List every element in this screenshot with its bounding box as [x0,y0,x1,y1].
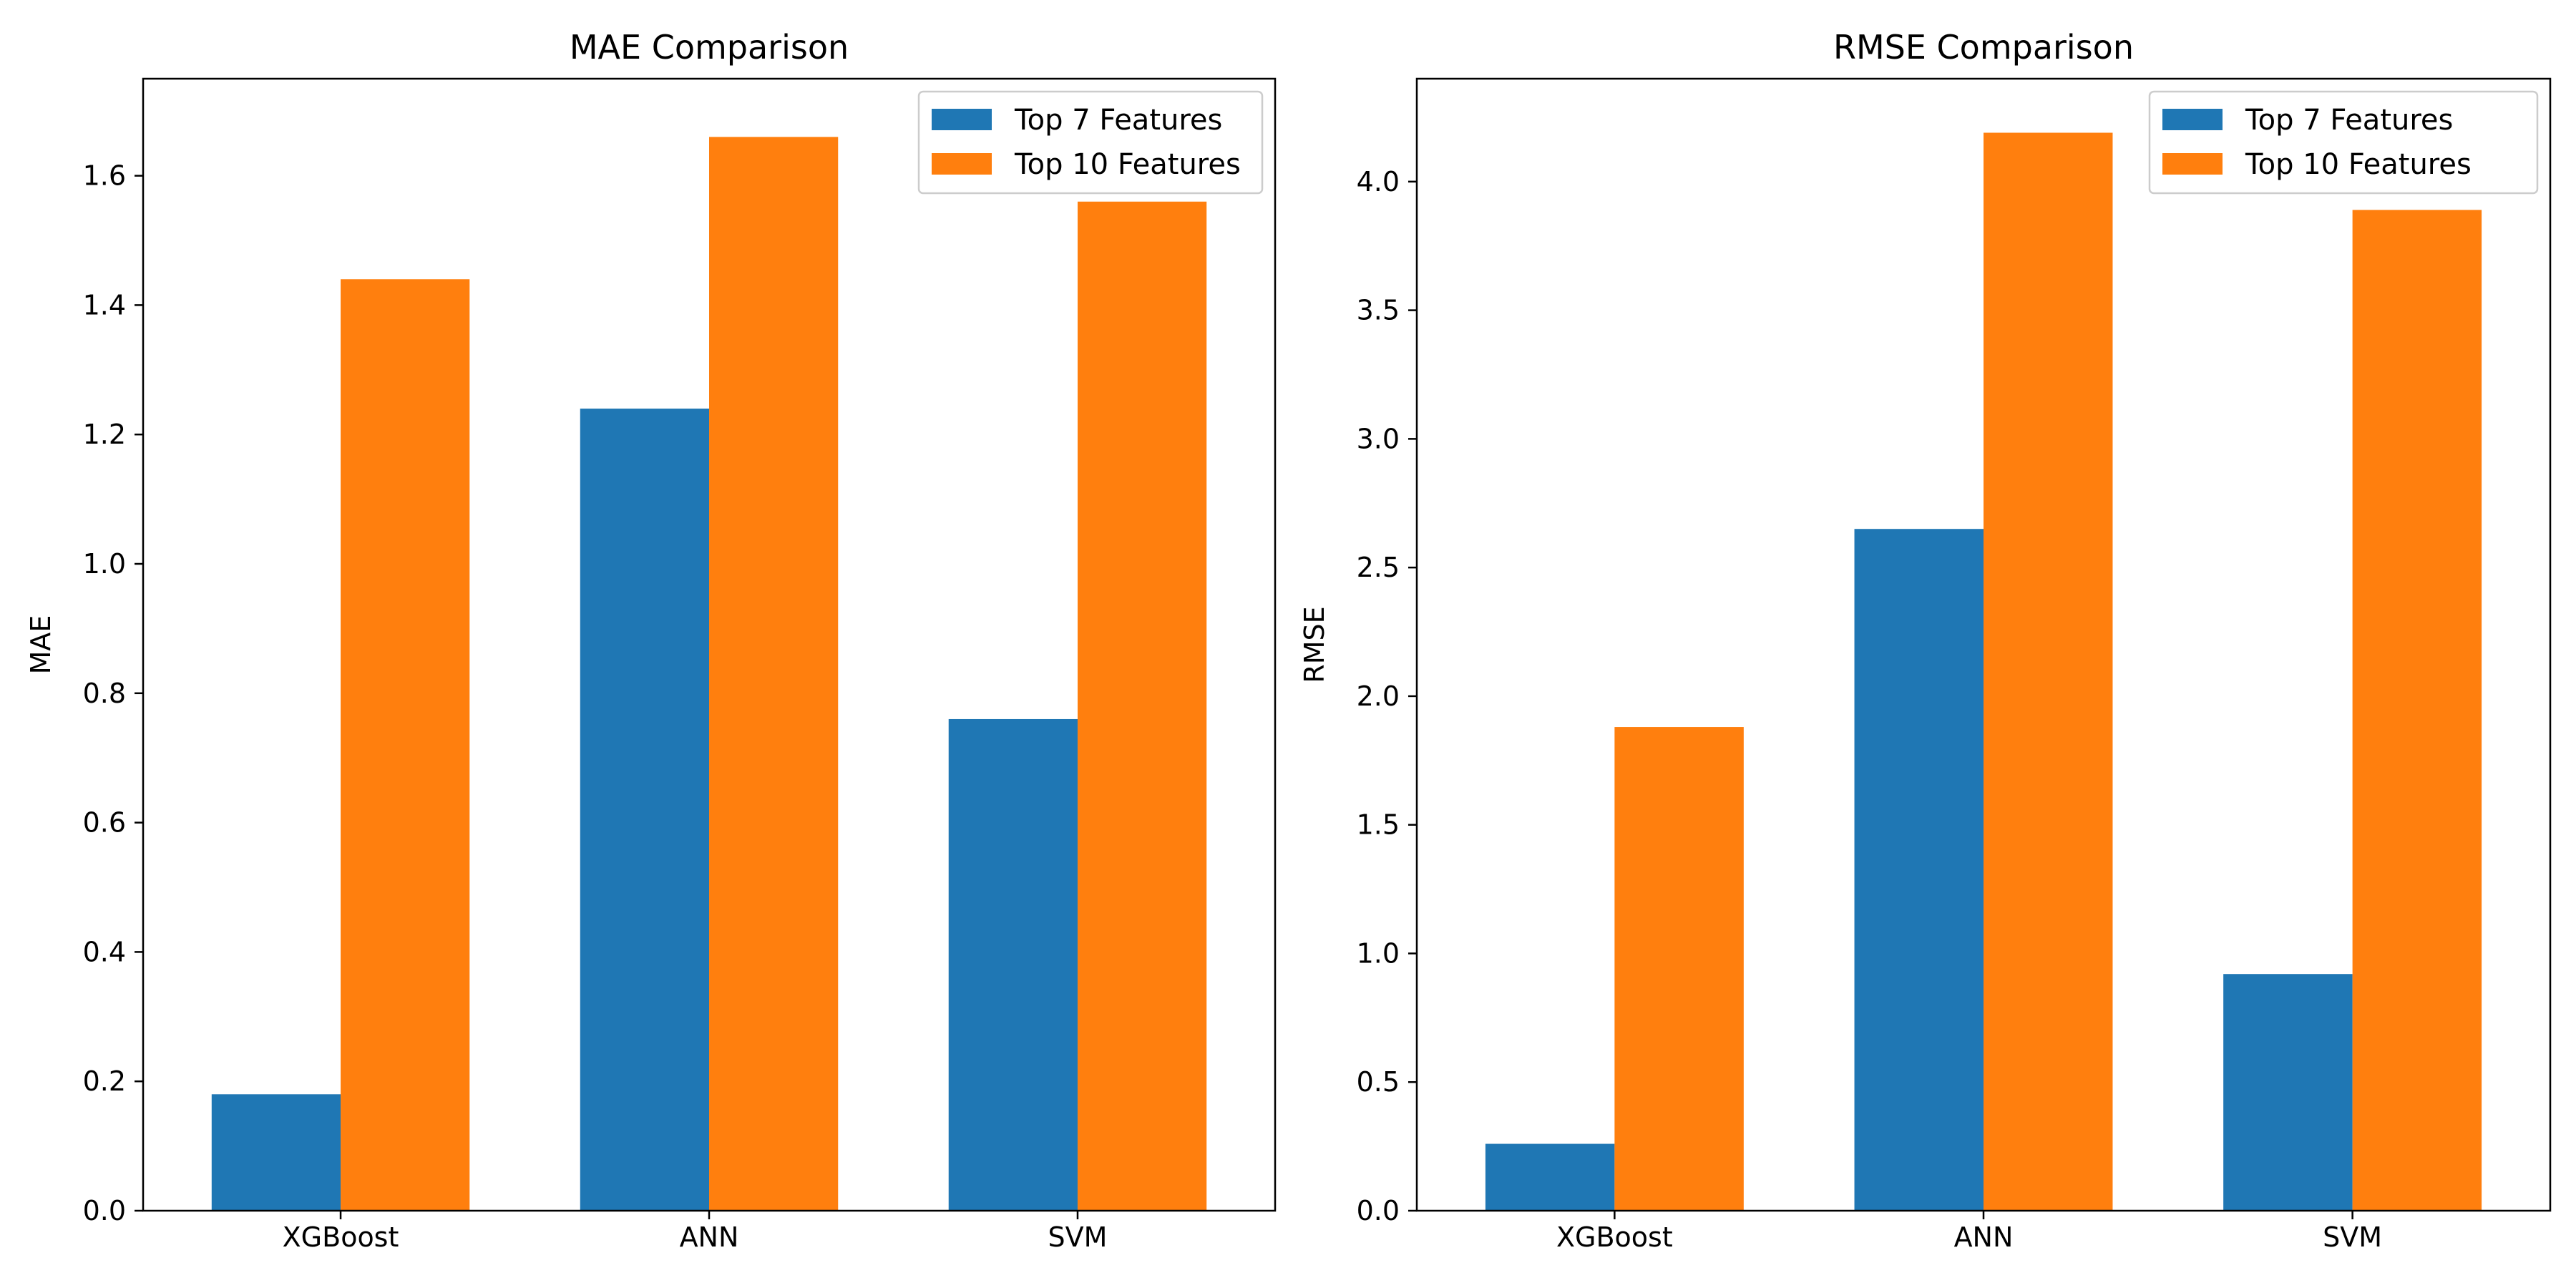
y-axis-label-0: MAE [25,615,57,675]
bar-0-1-1 [709,137,839,1211]
y-tick-label-1-1: 0.5 [1357,1066,1400,1098]
legend-swatch-1-1 [2162,153,2223,175]
y-tick-label-0-5: 1.0 [83,548,126,580]
bar-0-0-0 [211,1094,341,1211]
x-tick-label-1-1: ANN [1954,1221,2014,1253]
y-tick-label-0-2: 0.4 [83,936,126,967]
y-tick-label-0-1: 0.2 [83,1065,126,1097]
y-tick-label-1-0: 0.0 [1357,1195,1400,1226]
y-tick-label-1-8: 4.0 [1357,166,1400,197]
bar-1-1-0 [1614,727,1744,1211]
y-tick-label-0-8: 1.6 [83,160,126,192]
y-tick-label-1-2: 1.0 [1357,937,1400,969]
bar-0-1-2 [1077,201,1207,1211]
legend-label-0-1: Top 10 Features [1014,148,1241,181]
y-tick-label-0-4: 0.8 [83,678,126,709]
x-tick-label-0-1: ANN [680,1221,739,1253]
legend-box-0 [917,90,1264,195]
y-tick-label-1-5: 2.5 [1357,552,1400,583]
x-tick-label-0-2: SVM [1048,1221,1108,1253]
legend-swatch-0-1 [932,153,992,175]
legend-label-0-0: Top 7 Features [1014,104,1222,137]
y-tick-label-1-7: 3.5 [1357,295,1400,326]
y-tick-label-1-4: 2.0 [1357,680,1400,712]
bar-1-1-2 [2352,210,2482,1211]
chart-title-1: RMSE Comparison [1833,28,2134,67]
legend-label-1-1: Top 10 Features [2245,148,2472,181]
bar-0-0-2 [948,718,1078,1211]
y-tick-label-1-3: 1.5 [1357,809,1400,841]
legend-box-1 [2148,90,2539,195]
y-tick-label-0-3: 0.6 [83,807,126,839]
legend-label-1-0: Top 7 Features [2245,104,2453,137]
legend-swatch-0-0 [932,109,992,130]
legend-swatch-1-0 [2162,109,2223,130]
y-tick-label-0-6: 1.2 [83,419,126,450]
y-tick-label-0-0: 0.0 [83,1195,126,1226]
y-tick-label-1-6: 3.0 [1357,423,1400,454]
bar-1-0-0 [1485,1143,1615,1211]
y-tick-label-0-7: 1.4 [83,289,126,321]
y-axis-label-1: RMSE [1299,606,1330,683]
x-tick-label-1-2: SVM [2323,1221,2382,1253]
x-tick-label-0-0: XGBoost [283,1221,399,1253]
chart-title-0: MAE Comparison [570,28,849,67]
bar-1-0-1 [1854,529,1984,1211]
x-tick-label-1-0: XGBoost [1556,1221,1673,1253]
bar-0-1-0 [341,279,470,1211]
bar-1-1-1 [1984,132,2113,1211]
bar-0-0-1 [580,409,709,1211]
bar-1-0-2 [2223,974,2353,1211]
